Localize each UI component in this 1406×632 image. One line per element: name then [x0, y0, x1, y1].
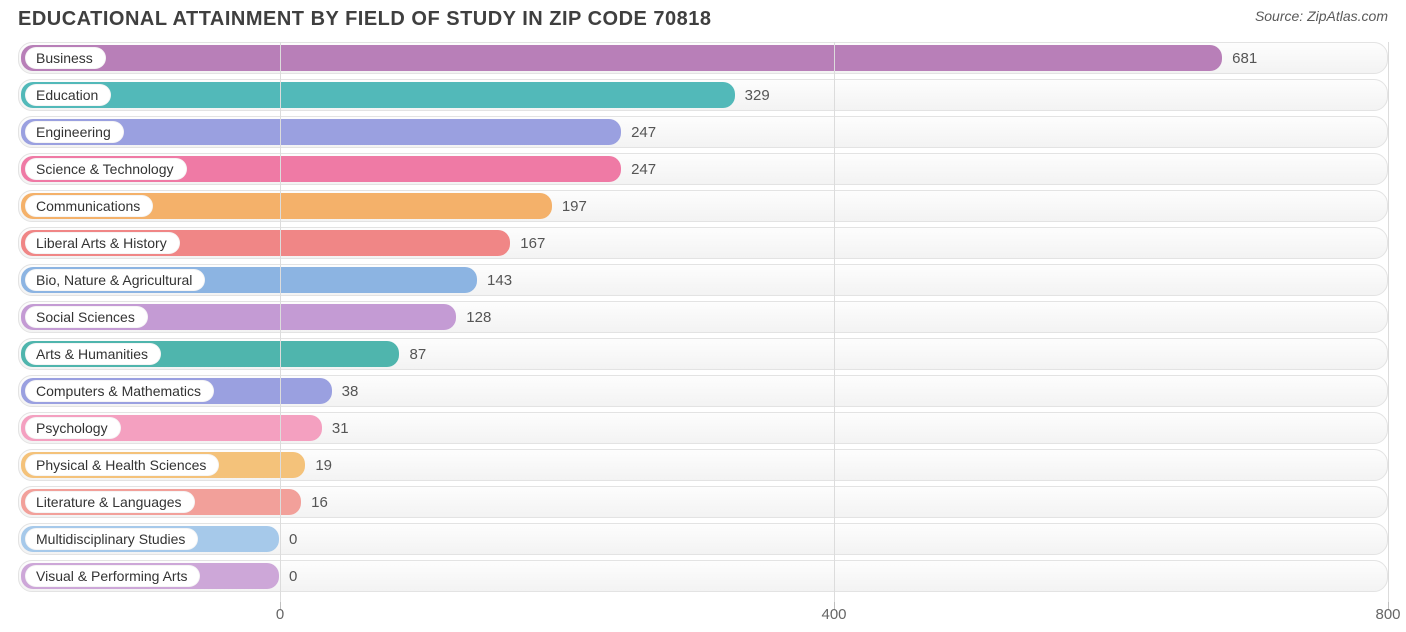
bar-row: Physical & Health Sciences 19: [18, 449, 1388, 481]
chart-title: EDUCATIONAL ATTAINMENT BY FIELD OF STUDY…: [18, 8, 712, 31]
bar-value: 87: [409, 339, 426, 369]
bar-value: 681: [1232, 43, 1257, 73]
bar-row: Communications 197: [18, 190, 1388, 222]
bar-fill: [21, 82, 735, 108]
bar-row: Business 681: [18, 42, 1388, 74]
bar-row: Literature & Languages 16: [18, 486, 1388, 518]
bar-value: 329: [745, 80, 770, 110]
bar-label-pill: Bio, Nature & Agricultural: [25, 269, 205, 291]
bar-value: 31: [332, 413, 349, 443]
axis-label: 800: [1375, 606, 1400, 623]
gridline: [280, 42, 281, 602]
bar-label-pill: Visual & Performing Arts: [25, 565, 200, 587]
bar-row: Multidisciplinary Studies 0: [18, 523, 1388, 555]
bar-row: Social Sciences 128: [18, 301, 1388, 333]
bar-row: Engineering 247: [18, 116, 1388, 148]
bar-value: 0: [289, 561, 297, 591]
bar-value: 167: [520, 228, 545, 258]
gridline: [1388, 42, 1389, 602]
bar-value: 38: [342, 376, 359, 406]
bar-value: 197: [562, 191, 587, 221]
bar-label-pill: Psychology: [25, 417, 121, 439]
bar-label-pill: Literature & Languages: [25, 491, 195, 513]
bar-label-pill: Computers & Mathematics: [25, 380, 214, 402]
bar-row: Bio, Nature & Agricultural 143: [18, 264, 1388, 296]
bar-label-pill: Education: [25, 84, 111, 106]
bar-label-pill: Physical & Health Sciences: [25, 454, 219, 476]
bar-label-pill: Liberal Arts & History: [25, 232, 180, 254]
bar-label-pill: Communications: [25, 195, 153, 217]
bar-value: 128: [466, 302, 491, 332]
bar-row: Education 329: [18, 79, 1388, 111]
bar-label-pill: Science & Technology: [25, 158, 187, 180]
axis-label: 0: [276, 606, 284, 623]
gridline: [834, 42, 835, 602]
bar-value: 0: [289, 524, 297, 554]
bar-value: 16: [311, 487, 328, 517]
bar-fill: [21, 45, 1222, 71]
chart-source: Source: ZipAtlas.com: [1255, 8, 1388, 24]
bar-value: 247: [631, 117, 656, 147]
bar-label-pill: Arts & Humanities: [25, 343, 161, 365]
bar-value: 247: [631, 154, 656, 184]
bar-row: Psychology 31: [18, 412, 1388, 444]
chart-area: Business681Education329Engineering247Sci…: [18, 42, 1388, 600]
bar-row: Science & Technology 247: [18, 153, 1388, 185]
bar-label-pill: Multidisciplinary Studies: [25, 528, 198, 550]
bar-value: 143: [487, 265, 512, 295]
x-axis: 0400800: [18, 602, 1388, 624]
axis-label: 400: [821, 606, 846, 623]
bar-row: Arts & Humanities 87: [18, 338, 1388, 370]
bar-label-pill: Business: [25, 47, 106, 69]
bar-label-pill: Engineering: [25, 121, 124, 143]
bar-label-pill: Social Sciences: [25, 306, 148, 328]
bar-row: Visual & Performing Arts 0: [18, 560, 1388, 592]
bar-row: Liberal Arts & History 167: [18, 227, 1388, 259]
bar-value: 19: [315, 450, 332, 480]
bar-row: Computers & Mathematics 38: [18, 375, 1388, 407]
